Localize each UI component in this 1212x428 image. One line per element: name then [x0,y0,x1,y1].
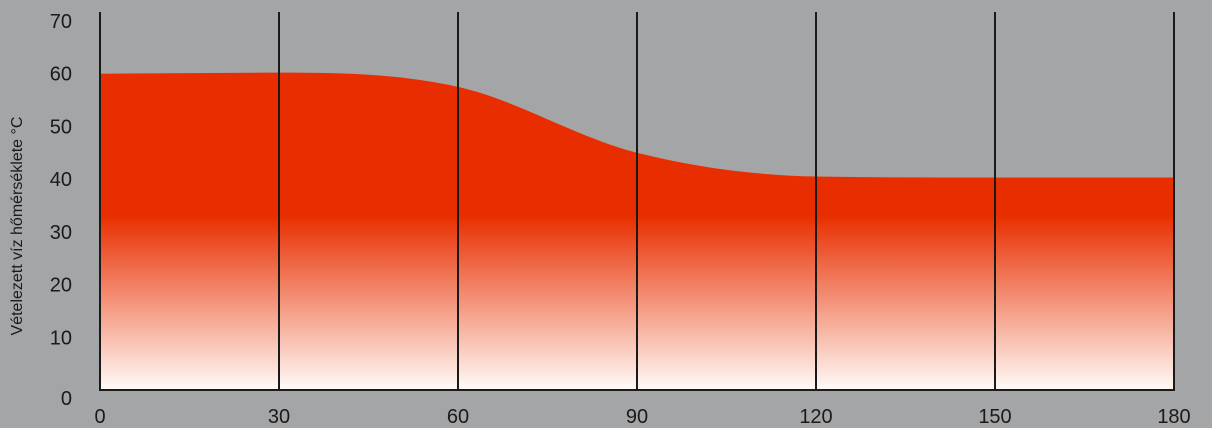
x-tick-label-4: 120 [799,406,832,428]
x-tick-label-2: 60 [447,406,469,428]
y-tick-label-7: 70 [50,11,72,33]
grid-layer [99,12,1175,390]
y-tick-label-5: 50 [50,116,72,138]
y-tick-label-4: 40 [50,169,72,191]
y-tick-label-0: 0 [61,388,72,410]
y-tick-label-6: 60 [50,64,72,86]
y-axis-title: Vételezett víz hőmérséklete °C [9,117,26,336]
x-tick-label-5: 150 [978,406,1011,428]
y-tick-labels: 0 10 20 30 40 50 60 70 [50,11,72,410]
y-tick-label-1: 10 [50,327,72,349]
x-tick-label-1: 30 [268,406,290,428]
x-tick-labels: 0 30 60 90 120 150 180 [94,406,1190,428]
x-tick-label-6: 180 [1157,406,1190,428]
x-tick-label-0: 0 [94,406,105,428]
y-tick-label-2: 20 [50,275,72,297]
y-tick-label-3: 30 [50,222,72,244]
x-tick-label-3: 90 [626,406,648,428]
